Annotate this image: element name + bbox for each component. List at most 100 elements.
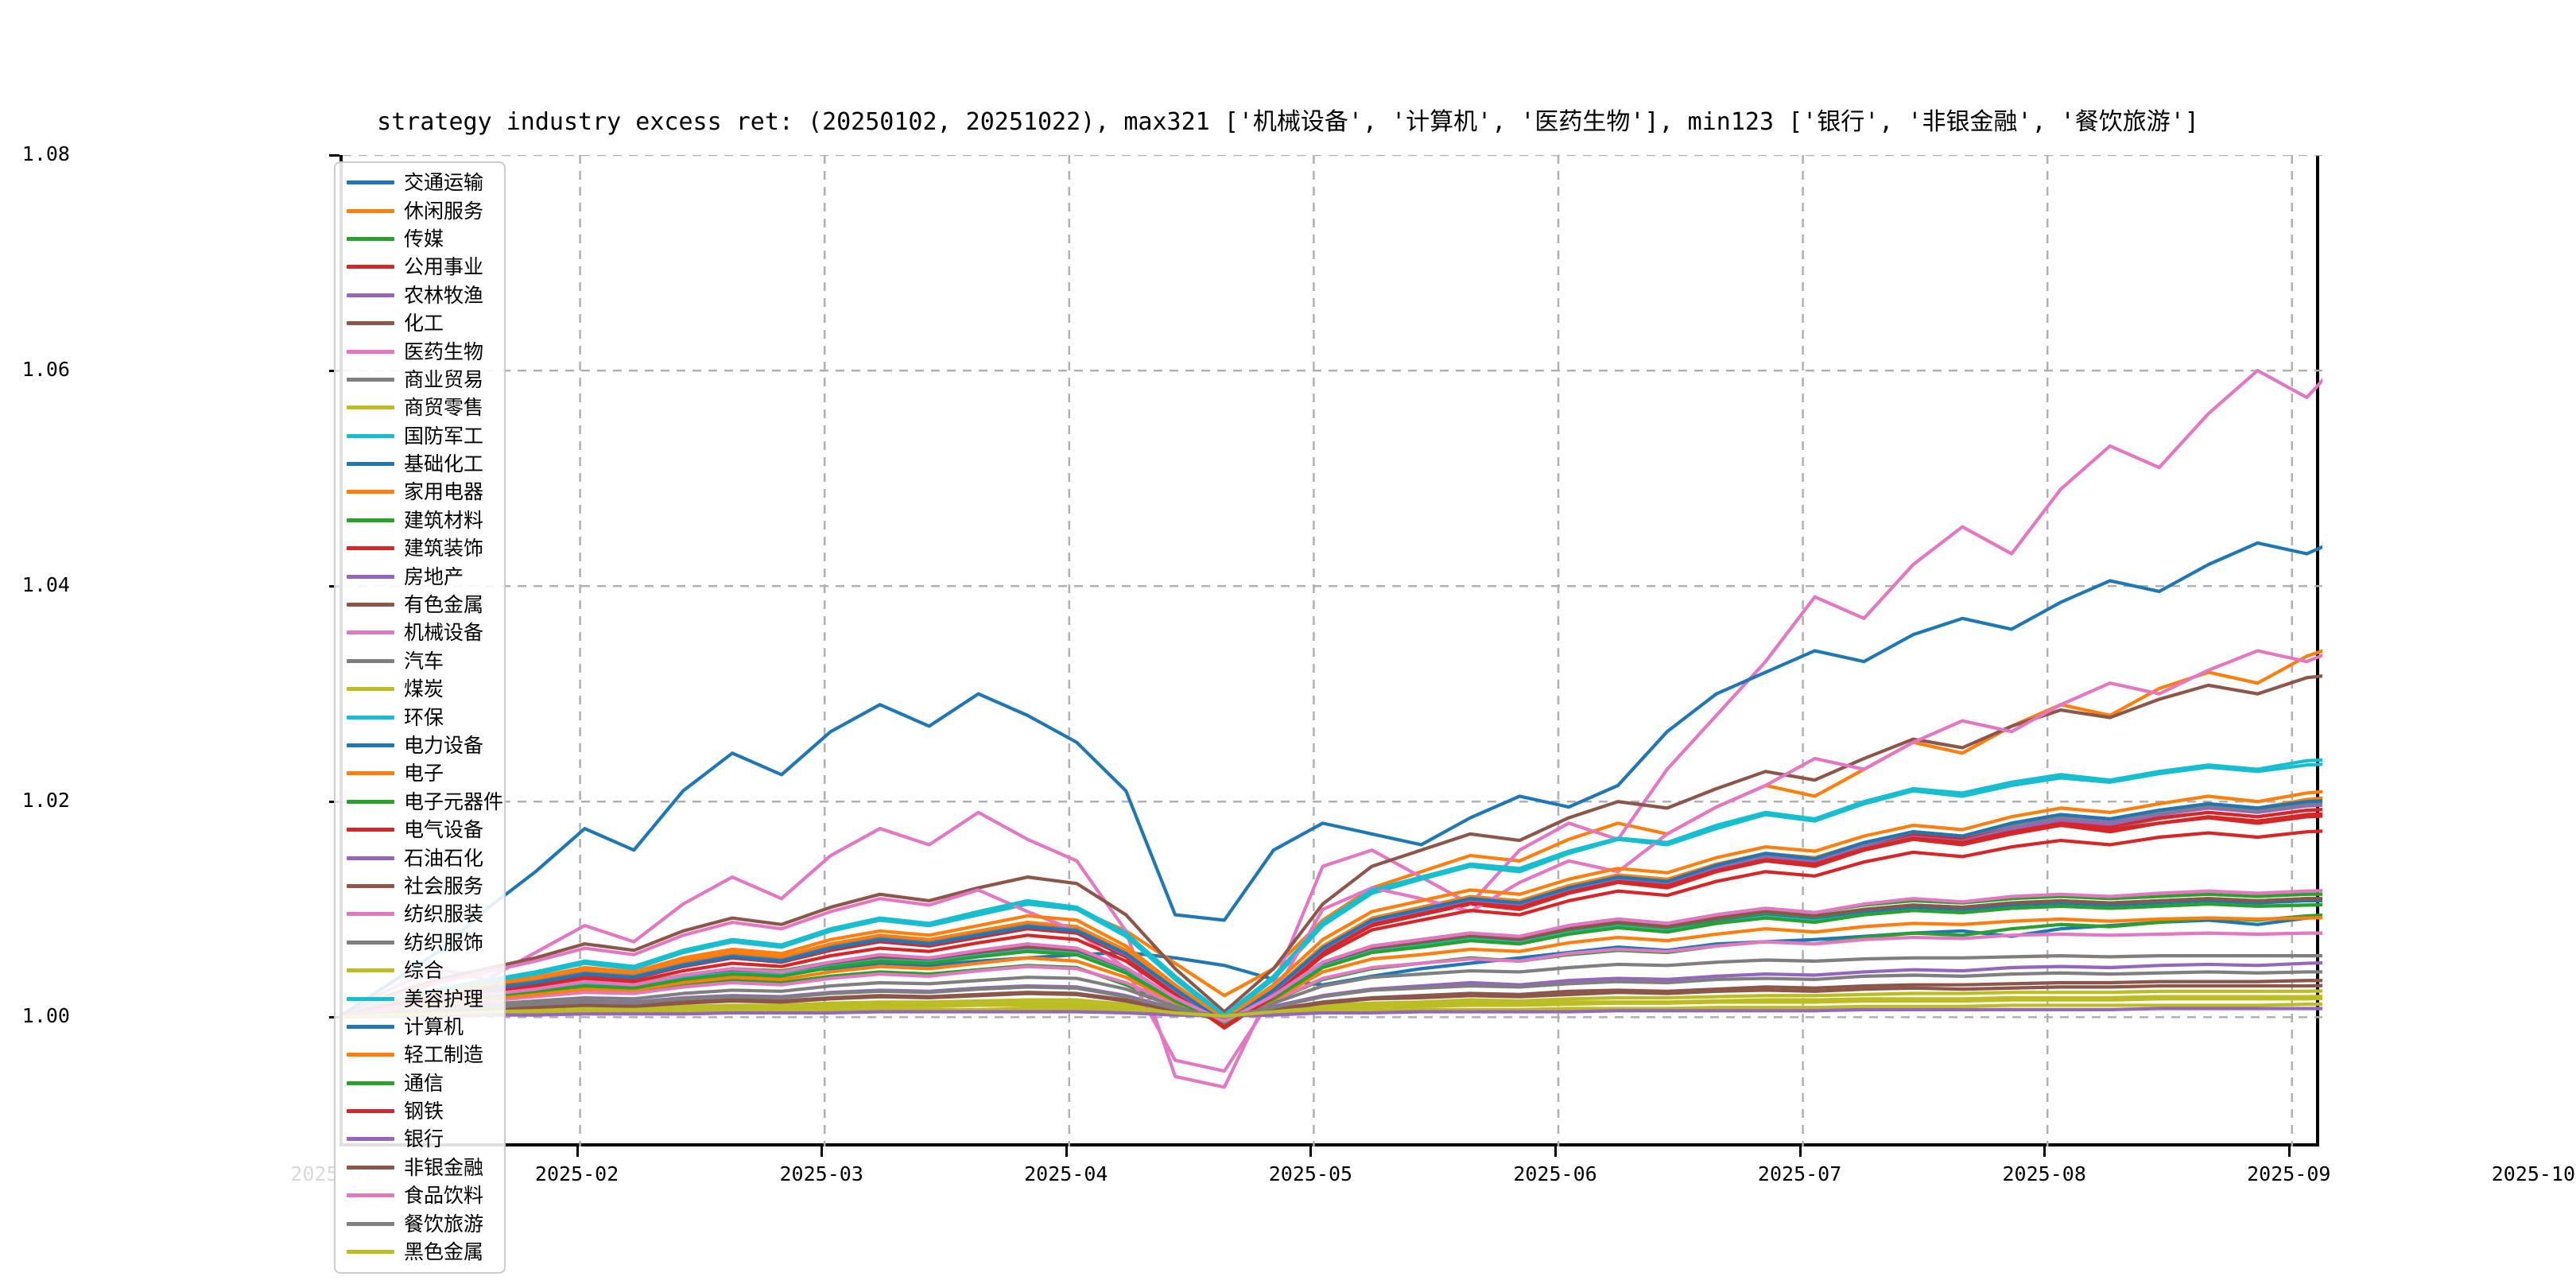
legend-item-label: 电子元器件: [404, 789, 504, 813]
legend-item[interactable]: 综合: [340, 956, 499, 984]
legend-item[interactable]: 石油石化: [340, 844, 499, 871]
legend-item-label: 通信: [404, 1071, 444, 1095]
legend-color-swatch: [347, 518, 394, 522]
legend-color-swatch: [347, 1137, 394, 1142]
legend-item[interactable]: 纺织服装: [340, 900, 499, 928]
legend-item[interactable]: 钢铁: [340, 1097, 499, 1125]
legend-color-swatch: [347, 208, 394, 213]
y-tick-mark: [329, 154, 339, 157]
legend-item-label: 农林牧渔: [404, 283, 484, 307]
legend-item-label: 医药生物: [404, 339, 484, 363]
legend-item-label: 建筑装饰: [404, 537, 484, 561]
legend-item-label: 交通运输: [404, 171, 484, 195]
legend-color-swatch: [347, 349, 394, 354]
legend-item[interactable]: 非银金融: [340, 1154, 499, 1181]
legend-item-label: 环保: [404, 705, 444, 729]
legend-item-label: 石油石化: [404, 846, 484, 870]
legend-item[interactable]: 家用电器: [340, 478, 499, 506]
legend-item[interactable]: 美容护理: [340, 984, 499, 1012]
legend-color-swatch: [347, 1250, 394, 1255]
legend-color-swatch: [347, 996, 394, 1001]
legend-item[interactable]: 银行: [340, 1125, 499, 1153]
legend-item[interactable]: 电气设备: [340, 816, 499, 844]
y-tick-label: 1.06: [21, 358, 70, 382]
legend-item[interactable]: 煤炭: [340, 675, 499, 703]
legend-item[interactable]: 商贸零售: [340, 394, 499, 421]
legend-item[interactable]: 基础化工: [340, 450, 499, 478]
legend-color-swatch: [347, 855, 394, 860]
legend-color-swatch: [347, 236, 394, 241]
legend-color-swatch: [347, 462, 394, 467]
legend-item-label: 综合: [404, 959, 444, 983]
legend-item[interactable]: 建筑装饰: [340, 534, 499, 562]
legend-color-swatch: [347, 405, 394, 410]
legend-item-label: 化工: [404, 312, 444, 336]
legend-color-swatch: [347, 603, 394, 607]
legend-item-label: 社会服务: [404, 874, 484, 898]
legend-item[interactable]: 医药生物: [340, 337, 499, 365]
legend-color-swatch: [347, 715, 394, 720]
legend-color-swatch: [347, 180, 394, 185]
legend-item[interactable]: 环保: [340, 703, 499, 731]
legend-item[interactable]: 建筑材料: [340, 506, 499, 534]
legend-item[interactable]: 房地产: [340, 562, 499, 590]
legend-item[interactable]: 农林牧渔: [340, 281, 499, 309]
legend-color-swatch: [347, 1024, 394, 1029]
legend-item[interactable]: 国防军工: [340, 422, 499, 450]
x-tick-mark: [1065, 1146, 1068, 1157]
x-tick-mark: [576, 1146, 579, 1157]
x-tick-mark: [2043, 1146, 2046, 1157]
legend-item-label: 汽车: [404, 649, 444, 673]
legend-item[interactable]: 纺织服饰: [340, 929, 499, 956]
legend-color-swatch: [347, 940, 394, 945]
y-tick-label: 1.04: [21, 573, 70, 597]
legend-color-swatch: [347, 265, 394, 270]
legend-item[interactable]: 汽车: [340, 647, 499, 675]
legend-item[interactable]: 公用事业: [340, 253, 499, 281]
legend-item[interactable]: 商业贸易: [340, 366, 499, 394]
legend-item[interactable]: 电子: [340, 759, 499, 787]
legend-item-label: 有色金属: [404, 593, 484, 617]
x-tick-label: 2025-03: [779, 1162, 863, 1185]
legend-item-label: 商贸零售: [404, 396, 484, 420]
legend-item-label: 餐饮旅游: [404, 1212, 484, 1236]
x-tick-label: 2025-10: [2491, 1162, 2576, 1185]
legend-item[interactable]: 传媒: [340, 225, 499, 253]
legend-item-label: 电气设备: [404, 818, 484, 842]
legend-color-swatch: [347, 293, 394, 297]
legend-item[interactable]: 计算机: [340, 1013, 499, 1041]
legend-item[interactable]: 社会服务: [340, 872, 499, 900]
legend-item[interactable]: 食品饮料: [340, 1181, 499, 1209]
legend-item-label: 家用电器: [404, 480, 484, 504]
legend-item-label: 国防军工: [404, 424, 484, 448]
legend[interactable]: 交通运输 休闲服务 传媒 公用事业 农林牧渔化工医药生物商业贸易 商贸零售国防军工 基础化工…: [334, 161, 506, 1274]
legend-item[interactable]: 餐饮旅游: [340, 1209, 499, 1237]
x-tick-mark: [2287, 1146, 2291, 1157]
legend-color-swatch: [347, 828, 394, 832]
legend-item[interactable]: 机械设备: [340, 619, 499, 646]
y-tick-label: 1.08: [21, 142, 70, 165]
legend-item-label: 房地产: [404, 564, 464, 588]
legend-item[interactable]: 化工: [340, 309, 499, 337]
legend-color-swatch: [347, 1053, 394, 1057]
legend-item[interactable]: 休闲服务: [340, 196, 499, 224]
legend-item[interactable]: 电子元器件: [340, 788, 503, 816]
legend-item[interactable]: 轻工制造: [340, 1041, 499, 1069]
x-tick-mark: [821, 1146, 824, 1157]
legend-color-swatch: [347, 490, 394, 495]
legend-item[interactable]: 电力设备: [340, 731, 499, 759]
x-tick-mark: [1554, 1146, 1557, 1157]
plot-area: [339, 155, 2322, 1146]
legend-color-swatch: [347, 321, 394, 326]
y-tick-label: 1.00: [21, 1004, 70, 1028]
legend-item[interactable]: 通信: [340, 1069, 499, 1097]
legend-item[interactable]: 有色金属: [340, 591, 499, 619]
x-tick-label: 2025-05: [1268, 1162, 1353, 1185]
legend-item[interactable]: 黑色金属: [340, 1238, 499, 1266]
legend-color-swatch: [347, 546, 394, 551]
legend-item[interactable]: 交通运输: [340, 169, 499, 196]
legend-item-label: 电力设备: [404, 734, 484, 757]
legend-item-label: 电子: [404, 762, 444, 786]
legend-color-swatch: [347, 1165, 394, 1170]
